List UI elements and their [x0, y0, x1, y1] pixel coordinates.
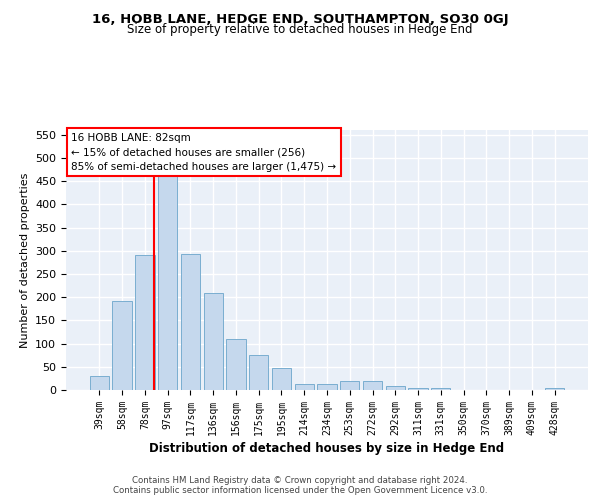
Bar: [135, 256, 155, 390]
Bar: [272, 368, 291, 390]
Bar: [203, 292, 223, 390]
Bar: [249, 355, 268, 390]
Bar: [545, 388, 564, 390]
Text: Size of property relative to detached houses in Hedge End: Size of property relative to detached ho…: [127, 22, 473, 36]
Bar: [409, 388, 428, 390]
Bar: [181, 254, 200, 390]
Text: Contains HM Land Registry data © Crown copyright and database right 2024.: Contains HM Land Registry data © Crown c…: [132, 476, 468, 485]
Bar: [158, 176, 178, 390]
Bar: [317, 384, 337, 390]
Bar: [226, 339, 245, 390]
X-axis label: Distribution of detached houses by size in Hedge End: Distribution of detached houses by size …: [149, 442, 505, 455]
Text: 16 HOBB LANE: 82sqm
← 15% of detached houses are smaller (256)
85% of semi-detac: 16 HOBB LANE: 82sqm ← 15% of detached ho…: [71, 132, 337, 172]
Bar: [386, 386, 405, 390]
Y-axis label: Number of detached properties: Number of detached properties: [20, 172, 29, 348]
Bar: [295, 384, 314, 390]
Bar: [90, 376, 109, 390]
Text: 16, HOBB LANE, HEDGE END, SOUTHAMPTON, SO30 0GJ: 16, HOBB LANE, HEDGE END, SOUTHAMPTON, S…: [92, 12, 508, 26]
Bar: [112, 301, 132, 390]
Text: Contains public sector information licensed under the Open Government Licence v3: Contains public sector information licen…: [113, 486, 487, 495]
Bar: [431, 388, 451, 390]
Bar: [340, 380, 359, 390]
Bar: [363, 380, 382, 390]
